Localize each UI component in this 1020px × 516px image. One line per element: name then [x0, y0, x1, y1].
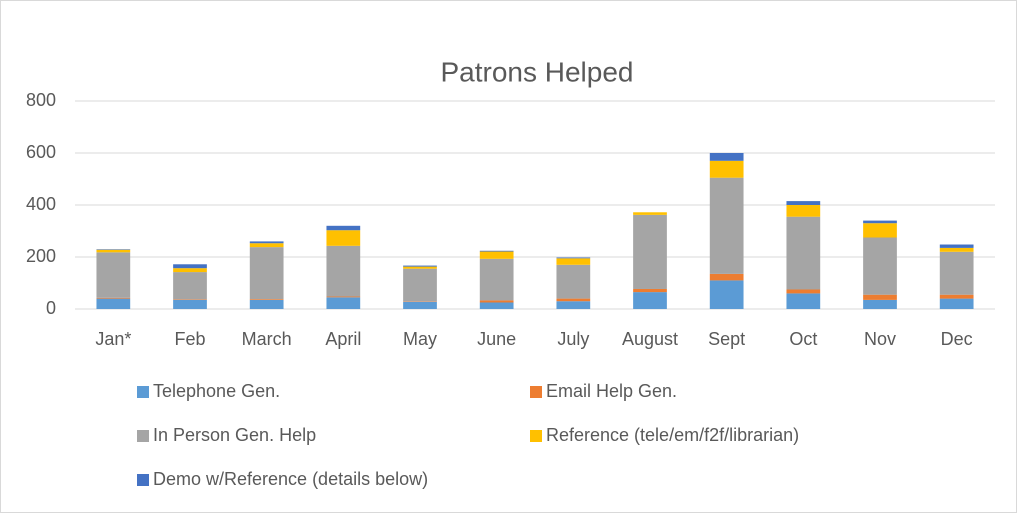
x-tick-label: June: [477, 329, 516, 349]
legend-label: In Person Gen. Help: [153, 425, 316, 445]
bar-segment: [403, 268, 437, 302]
x-tick-label: Jan*: [95, 329, 131, 349]
bar-segment: [633, 214, 667, 289]
bar-segment: [249, 243, 284, 248]
x-tick-label: April: [325, 329, 361, 349]
bar-segment: [479, 258, 514, 301]
bar-segment: [96, 249, 131, 253]
bar-segment: [173, 264, 207, 269]
bar-segment: [326, 225, 361, 231]
bar-segment: [556, 298, 591, 302]
x-tick-label: Feb: [174, 329, 205, 349]
bar-segment: [403, 266, 437, 269]
legend-label: Email Help Gen.: [546, 381, 677, 401]
y-tick-label: 0: [46, 298, 56, 318]
bar-segment: [709, 153, 744, 161]
bar-segment: [479, 250, 514, 252]
bar-segment: [403, 301, 437, 309]
bar-segment: [556, 301, 591, 309]
bar-segment: [326, 230, 361, 246]
bar-segment: [249, 299, 284, 309]
y-tick-label: 600: [26, 142, 56, 162]
bar-segment: [173, 299, 207, 300]
bar-segment: [633, 292, 667, 309]
x-tick-label: Oct: [789, 329, 817, 349]
bar-segment: [863, 220, 897, 224]
bar-segment: [709, 280, 744, 309]
bar-segment: [96, 297, 131, 299]
bar-segment: [939, 294, 974, 299]
bar-segment: [939, 298, 974, 309]
x-tick-label: July: [557, 329, 589, 349]
bar-segment: [556, 264, 591, 299]
chart-title: Patrons Helped: [440, 56, 633, 87]
bar-segment: [709, 177, 744, 274]
bar-segment: [326, 245, 361, 297]
bar-segment: [173, 299, 207, 309]
y-tick-label: 400: [26, 194, 56, 214]
legend-label: Demo w/Reference (details below): [153, 469, 428, 489]
bar-segment: [173, 272, 207, 300]
bar-segment: [786, 205, 821, 217]
legend-label: Telephone Gen.: [153, 381, 280, 401]
legend-swatch: [530, 386, 542, 398]
bar-segment: [863, 294, 897, 300]
bar-segment: [633, 212, 667, 215]
bar-segment: [863, 299, 897, 309]
bar-segment: [173, 268, 207, 273]
bar-segment: [96, 298, 131, 309]
legend-swatch: [530, 430, 542, 442]
x-tick-label: Nov: [864, 329, 896, 349]
bar-segment: [786, 216, 821, 290]
bar-segment: [939, 244, 974, 248]
bar-segment: [709, 273, 744, 281]
x-tick-label: Dec: [941, 329, 973, 349]
x-tick-label: Sept: [708, 329, 745, 349]
bar-segment: [479, 251, 514, 259]
bar-segment: [709, 160, 744, 178]
bar-segment: [326, 296, 361, 298]
bar-segment: [633, 288, 667, 293]
legend-swatch: [137, 430, 149, 442]
bar-segment: [939, 251, 974, 295]
bar-segment: [249, 241, 284, 244]
bar-segment: [863, 237, 897, 295]
x-tick-label: August: [622, 329, 678, 349]
x-tick-label: May: [403, 329, 437, 349]
y-tick-label: 200: [26, 246, 56, 266]
y-tick-label: 800: [26, 90, 56, 110]
bar-segment: [556, 258, 591, 265]
legend-swatch: [137, 386, 149, 398]
bar-segment: [479, 302, 514, 309]
bar-segment: [403, 265, 437, 267]
x-tick-label: March: [242, 329, 292, 349]
legend-swatch: [137, 474, 149, 486]
bar-segment: [479, 300, 514, 303]
bar-segment: [403, 301, 437, 302]
bar-segment: [863, 223, 897, 238]
bar-segment: [556, 257, 591, 259]
bar-segment: [249, 247, 284, 300]
bar-segment: [96, 249, 131, 250]
bar-segment: [96, 252, 131, 298]
legend-label: Reference (tele/em/f2f/librarian): [546, 425, 799, 445]
bar-segment: [249, 299, 284, 300]
bar-segment: [326, 297, 361, 309]
bar-segment: [939, 247, 974, 252]
bar-segment: [786, 201, 821, 205]
bar-segment: [786, 289, 821, 294]
bar-segment: [786, 293, 821, 309]
